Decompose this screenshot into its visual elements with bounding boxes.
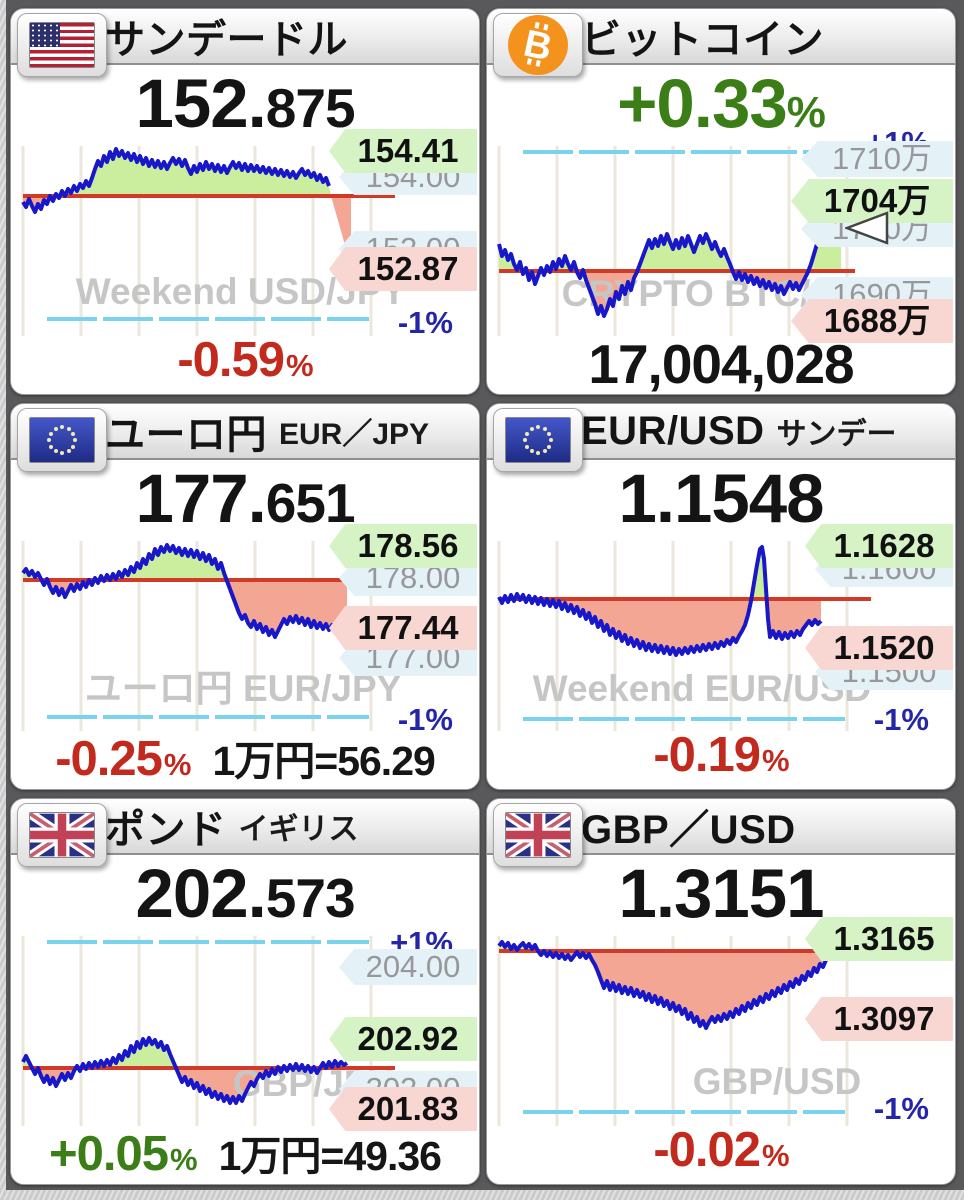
panel-eurusd[interactable]: EUR/USD サンデー 1.1548 Weekend EUR/USD 1.16… [486,403,956,790]
eu-flag-icon [505,417,571,463]
panel-footer: -0.59% [11,332,479,388]
svg-text:GBP/USD: GBP/USD [693,1061,862,1102]
panel-gbpjpy[interactable]: ポンド イギリス 202. 573 GBP/JPY 204.00 202.00 202… [10,798,480,1185]
uk-flag-icon [505,812,571,858]
panel-usdjpy[interactable]: サンデードル 152. 875 Weekend USD/JPY 154.00 152… [10,8,480,395]
title-row: ポンド イギリス [105,799,359,853]
panel-footer: -0.02% [487,1122,955,1178]
conversion-note: 1万円=49.36 [218,1133,442,1179]
panel-title: サンデードル [105,18,348,62]
eu-flag-icon [29,417,95,463]
panel-eurjpy[interactable]: ユーロ円 EUR／JPY 177. 651 ユーロ円 EUR/JPY 178.00… [10,403,480,790]
change-percent: +0.05% [49,1127,198,1181]
change-percent: -0.59% [177,333,313,387]
title-row: ビットコイン [581,9,824,63]
flag-tab [17,13,107,77]
sparkline-chart: ユーロ円 EUR/JPY [21,541,402,731]
panel-subtitle: EUR／JPY [279,418,430,451]
flag-tab [493,803,583,867]
panel-gbpusd[interactable]: GBP／USD 1.3151 GBP/USD 1.3165 1.3097 -1% -… [486,798,956,1185]
panel-title: GBP／USD [581,808,796,852]
sparkline-chart: GBP/JPY [21,936,395,1126]
current-price: 202. 573 [135,855,355,932]
panel-subtitle: サンデー [776,418,897,451]
sparkline-chart: GBP/USD [497,936,873,1126]
panel-footer: 17,004,028 [487,332,955,395]
flag-tab [17,803,107,867]
title-row: サンデードル [105,9,348,63]
svg-text:Weekend USD/JPY: Weekend USD/JPY [76,271,407,312]
uk-flag-icon [29,812,95,858]
panel-title: ユーロ円 [105,413,267,457]
svg-text:Weekend EUR/USD: Weekend EUR/USD [533,668,872,709]
panel-title: ポンド [105,808,227,852]
current-price: 1.1548 [618,460,824,537]
bitcoin-icon: B [506,13,570,77]
current-price: 1.3151 [618,855,824,932]
panel-footer: -0.25% 1万円=56.29 [11,727,479,786]
panel-subtitle: イギリス [238,813,359,846]
change-percent: -0.25% [55,732,191,786]
sparkline-chart: Weekend EUR/USD [497,541,872,731]
panel-footer: +0.05% 1万円=49.36 [11,1122,479,1181]
svg-text:CRYPTO BTC/JPY: CRYPTO BTC/JPY [562,273,881,314]
us-flag-icon [29,22,95,68]
change-percent: -0.19% [653,728,789,782]
title-row: EUR/USD サンデー [581,404,897,458]
current-price: 17,004,028 [588,333,854,395]
change-percent-large: +0.33% [617,65,826,142]
dashboard-board: サンデードル 152. 875 Weekend USD/JPY 154.00 152… [6,0,964,1190]
panel-bitcoin[interactable]: B ビットコイン +0.33% CRYPTO BTC/JPY +1% 1710万 1… [486,8,956,395]
sparkline-chart: Weekend USD/JPY [21,146,407,336]
current-price: 177. 651 [135,460,355,537]
title-row: ユーロ円 EUR／JPY [105,404,429,458]
panel-title: ビットコイン [581,18,824,62]
svg-text:ユーロ円 EUR/JPY: ユーロ円 EUR/JPY [85,668,402,709]
panel-footer: -0.19% [487,727,955,783]
conversion-note: 1万円=56.29 [212,738,435,784]
flag-tab [17,408,107,472]
panel-title: EUR/USD [581,408,765,453]
sparkline-chart: CRYPTO BTC/JPY [497,146,881,336]
title-row: GBP／USD [581,799,796,853]
current-price: 152. 875 [135,65,355,142]
change-percent: -0.02% [653,1123,789,1177]
flag-tab [493,408,583,472]
flag-tab: B [493,13,583,77]
